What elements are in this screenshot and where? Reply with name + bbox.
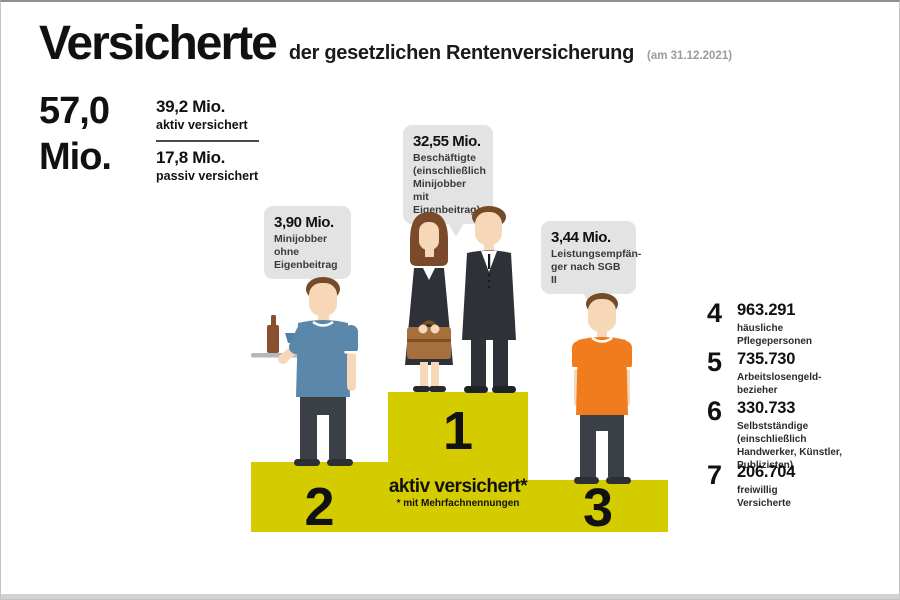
podium-caption-text: aktiv versichert*	[388, 476, 528, 498]
woman-face	[419, 222, 439, 250]
item-label: Selbstständige (einschließlich Handwerke…	[737, 421, 843, 472]
active-passive-divider	[156, 140, 259, 143]
pants	[300, 397, 346, 415]
bubble-sgb2: 3,44 Mio. Leistungsempfän- ger nach SGB …	[541, 221, 642, 308]
active-label: aktiv versichert	[156, 117, 248, 132]
podium-block-third: 3	[528, 478, 668, 538]
briefcase-icon	[407, 327, 451, 359]
list-item-selbststaendige: 6 330.733 Selbstständige (einschließlich…	[707, 396, 892, 472]
bubble-label: Leistungsempfän- ger nach SGB II	[551, 248, 642, 287]
bubble-beschaeftigte: 32,55 Mio. Beschäftigte (einschließlich …	[403, 125, 493, 238]
shoes	[574, 477, 599, 484]
podium-rank-3: 3	[582, 478, 614, 538]
bubble-label: Beschäftigte (einschließlich Minijobber …	[413, 152, 486, 217]
podium-block-first: 1 aktiv versichert* * mit Mehrfachnennun…	[388, 392, 528, 532]
pants	[580, 415, 624, 431]
item-rank: 7	[707, 460, 723, 490]
bubble-value: 3,90 Mio.	[274, 214, 334, 231]
list-item-freiwillig: 7 206.704 freiwillig Versicherte	[707, 460, 892, 510]
wine-bottle-icon	[267, 325, 279, 353]
item-value: 206.704	[737, 463, 796, 481]
date-note: (am 31.12.2021)	[647, 50, 733, 62]
total-value: 57,0	[39, 90, 110, 132]
passive-label: passiv versichert	[156, 168, 259, 183]
face	[309, 283, 337, 316]
orange-tshirt	[576, 337, 628, 415]
sgb2-recipient-illustration	[572, 293, 632, 484]
page-subtitle: der gesetzlichen Rentenversicherung	[288, 42, 635, 64]
podium-block-second: 2	[251, 462, 388, 537]
bubble-label: Minijobber ohne Eigenbeitrag	[274, 233, 338, 272]
item-label: freiwillig Versicherte	[737, 485, 791, 510]
list-item-pflegepersonen: 4 963.291 häusliche Pflegepersonen	[707, 298, 892, 348]
bubble-value: 32,55 Mio.	[413, 133, 481, 150]
face	[588, 299, 616, 332]
total-unit: Mio.	[39, 136, 112, 179]
list-item-arbeitslosengeld: 5 735.730 Arbeitslosengeld- bezieher	[707, 347, 892, 397]
podium-caption: aktiv versichert* * mit Mehrfachnennunge…	[326, 476, 590, 510]
item-rank: 6	[707, 396, 723, 426]
active-passive-split: 39,2 Mio. aktiv versichert 17,8 Mio. pas…	[156, 97, 266, 183]
item-value: 735.730	[737, 350, 796, 368]
business-couple-illustration	[405, 206, 516, 393]
blue-tshirt	[296, 320, 350, 397]
man-suit	[462, 250, 516, 340]
bubble-value: 3,44 Mio.	[551, 229, 611, 246]
header: Versicherte der gesetzlichen Rentenversi…	[39, 17, 733, 71]
bottom-border-strip	[1, 594, 899, 599]
podium-rank-1: 1	[442, 401, 474, 461]
bubble-minijobber: 3,90 Mio. Minijobber ohne Eigenbeitrag	[264, 206, 351, 293]
waiter-figure-illustration	[251, 277, 358, 466]
podium-rank-2: 2	[304, 477, 335, 537]
item-rank: 5	[707, 347, 723, 377]
passive-value: 17,8 Mio.	[156, 148, 226, 168]
item-value: 963.291	[737, 301, 796, 319]
item-value: 330.733	[737, 399, 796, 417]
item-rank: 4	[707, 298, 723, 328]
item-label: häusliche Pflegepersonen	[737, 323, 813, 348]
podium-caption-note: * mit Mehrfachnennungen	[396, 498, 520, 509]
total-insured: 57,0 Mio.	[39, 88, 112, 181]
active-value: 39,2 Mio.	[156, 97, 226, 116]
page-title: Versicherte	[39, 17, 278, 70]
shoes	[294, 459, 320, 466]
man-face	[475, 212, 502, 245]
item-label: Arbeitslosengeld- bezieher	[737, 372, 822, 397]
